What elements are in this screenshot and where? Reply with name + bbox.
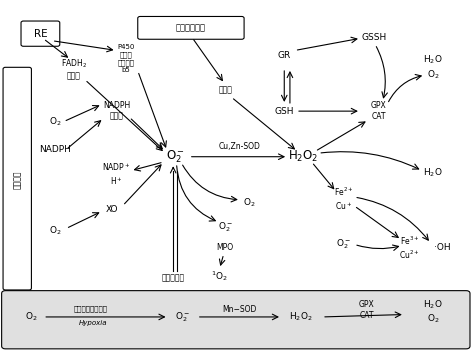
Text: P450
氧化酶
细胞色素
b5: P450 氧化酶 细胞色素 b5	[117, 44, 135, 73]
Text: RE: RE	[34, 29, 47, 39]
Text: O$_2$: O$_2$	[49, 115, 61, 128]
Text: 阴离子通道: 阴离子通道	[162, 273, 185, 282]
Text: H$_2$O$_2$: H$_2$O$_2$	[288, 149, 319, 164]
Text: NADP$^+$
H$^+$: NADP$^+$ H$^+$	[102, 162, 131, 187]
Text: GSH: GSH	[274, 107, 294, 116]
FancyBboxPatch shape	[3, 67, 31, 290]
Text: O$_2^-$: O$_2^-$	[218, 220, 233, 234]
Text: H$_2$O: H$_2$O	[423, 166, 443, 179]
Text: 过氧化物酶体: 过氧化物酶体	[176, 23, 206, 32]
Text: O$_2^-$: O$_2^-$	[166, 149, 185, 165]
Text: NADPH: NADPH	[39, 145, 71, 154]
Text: GPX
CAT: GPX CAT	[371, 101, 387, 121]
Text: Fe$^{3+}$
Cu$^{2+}$: Fe$^{3+}$ Cu$^{2+}$	[399, 234, 420, 261]
Text: 氧化酶: 氧化酶	[218, 86, 232, 95]
FancyBboxPatch shape	[1, 291, 470, 349]
Text: O$_2^-$: O$_2^-$	[336, 238, 351, 251]
Text: $^1$O$_2$: $^1$O$_2$	[210, 269, 228, 283]
Text: Mn−SOD: Mn−SOD	[222, 306, 256, 314]
Text: H$_2$O$_2$: H$_2$O$_2$	[289, 311, 313, 323]
FancyBboxPatch shape	[138, 17, 244, 39]
FancyBboxPatch shape	[21, 21, 60, 46]
Text: O$_2$: O$_2$	[243, 196, 255, 208]
Text: Cu,Zn-SOD: Cu,Zn-SOD	[219, 142, 260, 151]
Text: FADH$_2$
氧化酶: FADH$_2$ 氧化酶	[61, 58, 87, 81]
Text: O$_2^-$: O$_2^-$	[175, 310, 190, 324]
Text: XO: XO	[106, 205, 118, 214]
Text: NADPH
氧化酶: NADPH 氧化酶	[103, 101, 130, 121]
Text: GPX
CAT: GPX CAT	[359, 300, 375, 320]
Text: 细胞溶质: 细胞溶质	[13, 170, 22, 189]
Text: 线粒体电子传递链: 线粒体电子传递链	[73, 305, 108, 312]
Text: O$_2$: O$_2$	[25, 311, 38, 323]
Text: GSSH: GSSH	[362, 33, 387, 42]
Text: MPO: MPO	[217, 243, 234, 252]
Text: H$_2$O
O$_2$: H$_2$O O$_2$	[423, 298, 443, 326]
Text: H$_2$O
O$_2$: H$_2$O O$_2$	[423, 54, 443, 81]
Text: ·OH: ·OH	[434, 243, 451, 252]
Text: GR: GR	[278, 51, 291, 59]
Text: Fe$^{2+}$
Cu$^+$: Fe$^{2+}$ Cu$^+$	[334, 186, 353, 212]
Text: Hypoxia: Hypoxia	[79, 320, 107, 326]
Text: O$_2$: O$_2$	[49, 224, 61, 237]
